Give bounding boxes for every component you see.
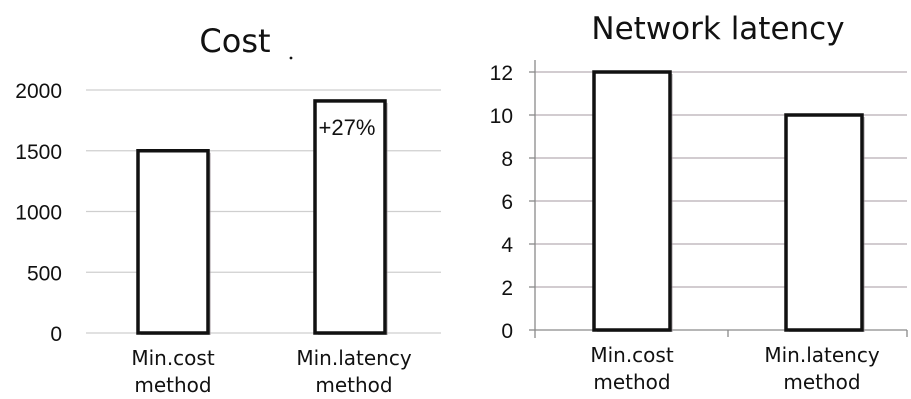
x-category-label: Min.cost xyxy=(131,346,214,370)
y-tick-label: 10 xyxy=(490,105,513,128)
x-category-label: method xyxy=(783,370,860,394)
y-tick-label: 2 xyxy=(501,277,513,300)
x-category-label: Min.latency xyxy=(296,346,411,370)
y-tick-label: 2000 xyxy=(15,80,62,103)
y-tick-label: 6 xyxy=(501,191,513,214)
x-category-label: method xyxy=(315,373,392,397)
bar-annotation: +27% xyxy=(319,115,376,140)
y-tick-label: 0 xyxy=(501,320,513,343)
y-tick-label: 1500 xyxy=(15,141,62,164)
x-category-label: method xyxy=(134,373,211,397)
bar xyxy=(136,149,210,335)
bar xyxy=(592,70,672,332)
y-tick-label: 0 xyxy=(50,323,62,346)
stray-dot xyxy=(289,56,293,60)
network-latency-chart: Network latency 0 2 4 6 8 10 12 Min.cost method Mi… xyxy=(490,11,908,394)
cost-chart: Cost 0 500 1000 1500 2000 +27% Min.cost method Mi… xyxy=(15,22,441,397)
chart-title: Cost xyxy=(199,22,270,60)
bar xyxy=(313,99,387,335)
y-tick-label: 4 xyxy=(501,234,513,257)
y-tick-label: 12 xyxy=(490,62,513,85)
y-tick-label: 8 xyxy=(501,148,513,171)
x-category-label: Min.latency xyxy=(764,343,879,367)
y-tick-label: 1000 xyxy=(15,202,62,225)
bar xyxy=(784,113,864,332)
x-category-label: method xyxy=(593,370,670,394)
y-tick-label: 500 xyxy=(27,262,62,285)
x-category-label: Min.cost xyxy=(590,343,673,367)
chart-title: Network latency xyxy=(591,11,844,47)
